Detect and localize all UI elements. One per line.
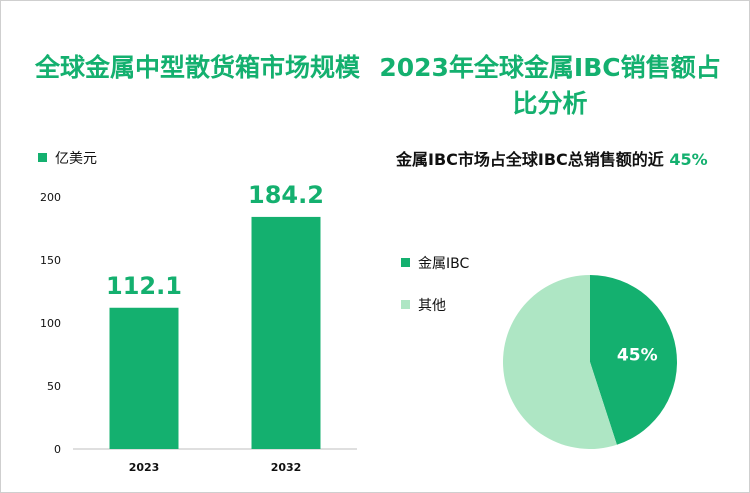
y-tick-label: 0: [54, 443, 61, 456]
pie-legend-item-metal: 金属IBC: [401, 255, 469, 273]
pie-slice-label: 45%: [617, 346, 658, 366]
pie-legend-label-other: 其他: [418, 298, 446, 314]
bar-chart-title: 全球金属中型散货箱市场规模: [34, 53, 360, 82]
pie-slice-other: [502, 275, 617, 449]
pie-note: 金属IBC市场占全球IBC总销售额的近 45%: [396, 145, 716, 174]
y-tick-label: 100: [40, 317, 61, 330]
y-tick-label: 200: [40, 191, 61, 204]
bar-2023: [109, 307, 179, 449]
pie-slice-metal-ibc: [590, 275, 677, 445]
bar-value-label: 112.1: [106, 272, 182, 300]
bar-legend-swatch: [38, 153, 47, 162]
bar-legend: 亿美元: [38, 150, 97, 168]
pie-chart-title: 2023年全球金属IBC销售额占比分析: [379, 53, 721, 118]
pie-legend-item-other: 其他: [401, 297, 446, 315]
bar-legend-label: 亿美元: [55, 151, 97, 167]
pie-legend-label-metal: 金属IBC: [418, 256, 470, 272]
pie-note-value: 45%: [669, 150, 708, 169]
y-tick-label: 150: [40, 254, 61, 267]
pie-note-text: 金属IBC市场占全球IBC总销售额的近: [396, 150, 664, 169]
pie-legend-swatch-metal: [401, 258, 410, 267]
y-tick-label: 50: [47, 380, 61, 393]
bar-value-label: 184.2: [248, 181, 324, 209]
pie-legend-swatch-other: [401, 300, 410, 309]
x-tick-label: 2032: [271, 461, 302, 474]
bar-2032: [251, 216, 321, 449]
x-tick-label: 2023: [129, 461, 160, 474]
